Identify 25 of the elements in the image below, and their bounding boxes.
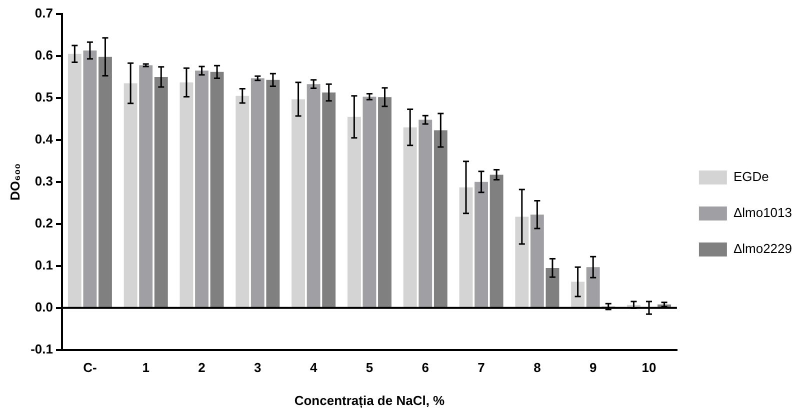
y-tick-label: 0.1 [34,257,53,272]
legend-label: Δlmo1013 [733,205,792,220]
y-tick-label: 0.6 [34,48,53,63]
x-tick-label: 8 [534,360,541,376]
x-tick-label: C- [83,360,97,376]
y-tick-label: 0.0 [34,299,53,314]
x-tick-label: 1 [142,360,150,376]
x-tick-label: 6 [422,360,429,376]
x-tick-label: 3 [254,360,262,376]
x-tick-label: 9 [589,360,597,376]
y-tick-label: -0.1 [30,341,53,356]
x-tick-label: 5 [366,360,374,376]
x-axis-title: Concentrația de NaCl, % [294,392,446,409]
y-tick-label: 0.7 [34,6,53,21]
y-tick-label: 0.5 [34,90,53,105]
legend-label: EGDe [733,169,769,184]
y-tick-label: 0.3 [34,173,53,188]
x-tick-label: 4 [310,360,318,376]
x-tick-label: 2 [198,360,206,376]
y-tick-label: 0.4 [34,132,54,147]
x-tick-label: 7 [478,360,485,376]
y-tick-label: 0.2 [34,215,53,230]
y-axis-title: DO₆₀₀ [7,163,22,200]
legend-label: Δlmo2229 [733,241,792,256]
x-tick-label: 10 [642,360,656,376]
